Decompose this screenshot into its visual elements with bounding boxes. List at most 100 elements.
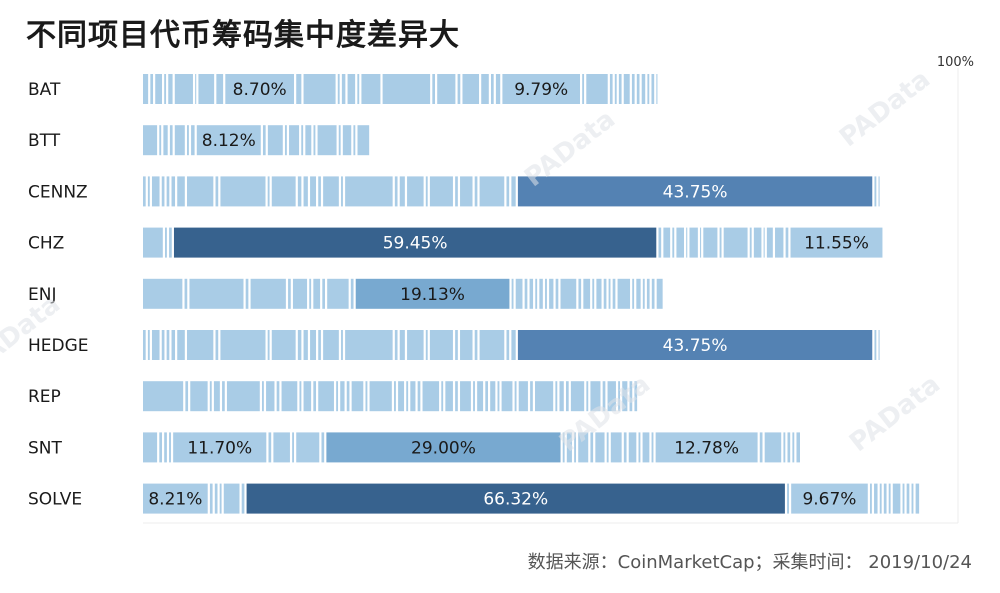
bar-segment: [341, 176, 343, 207]
data-label: 11.55%: [804, 234, 869, 254]
bar-segment: [346, 381, 350, 412]
data-label: 9.79%: [514, 80, 568, 100]
data-label: 59.45%: [383, 234, 448, 254]
bar-segment: [177, 176, 185, 207]
bar-segment: [219, 483, 222, 514]
bar-segment: [398, 381, 405, 412]
bar-segment: [555, 278, 559, 309]
watermark: PAData: [834, 64, 936, 153]
bar-segment: [656, 278, 663, 309]
data-label: 43.75%: [663, 182, 728, 202]
bar-segment-labeled: [655, 432, 758, 463]
bar-segment: [429, 330, 453, 360]
bar-segment: [216, 74, 224, 104]
bar-segment: [191, 125, 195, 156]
bar-segment: [787, 432, 791, 463]
bar-segment: [586, 74, 608, 104]
bar-segment: [267, 176, 270, 207]
bar-segment: [209, 483, 213, 514]
category-label: CHZ: [28, 234, 64, 254]
bar-segment: [606, 432, 609, 463]
bar-segment: [303, 381, 312, 412]
bar-row-enj: ENJ 19.13%: [28, 278, 663, 309]
bar-segment: [473, 381, 475, 412]
bar-segment: [341, 330, 343, 360]
bar-segment: [672, 227, 675, 258]
bar-segment: [878, 176, 880, 207]
bar-segment: [313, 125, 316, 156]
bar-segment: [241, 483, 245, 514]
bar-segment: [874, 176, 877, 207]
bar-segment: [147, 176, 150, 207]
bar-row-solve: SOLVE 8.21% 66.32% 9.67%: [28, 483, 920, 514]
bar-segment: [174, 125, 185, 156]
bar-segment: [602, 381, 606, 412]
bar-segment: [267, 125, 283, 156]
bar-segment: [267, 330, 270, 360]
bar-segment: [437, 74, 456, 104]
bar-segment: [595, 432, 605, 463]
bar-segment: [888, 483, 891, 514]
bar-segment: [342, 125, 352, 156]
source-note: 数据来源：CoinMarketCap；采集时间： 2019/10/24: [527, 552, 972, 573]
bar-row-cennz: CENNZ 43.75%: [28, 176, 880, 207]
bar-segment: [539, 278, 543, 309]
bar-segment: [214, 483, 218, 514]
bar-segment: [155, 74, 162, 104]
bar-segment: [184, 278, 188, 309]
bar-segment: [271, 330, 296, 360]
bar-row-rep: REP: [28, 381, 638, 412]
bar-segment: [276, 381, 280, 412]
bar-segment: [163, 125, 168, 156]
bar-segment: [284, 125, 287, 156]
bar-segment: [429, 176, 453, 207]
bar-segment: [560, 278, 577, 309]
bar-segment: [783, 432, 786, 463]
bar-segment: [460, 381, 471, 412]
bar-segment: [610, 432, 622, 463]
bar-segment: [565, 381, 569, 412]
bar-segment: [226, 381, 260, 412]
bar-segment: [169, 227, 172, 258]
bar-segment: [562, 432, 565, 463]
bar-segment: [506, 330, 510, 360]
bar-segment: [545, 278, 547, 309]
bar-segment: [592, 278, 595, 309]
bar-segment-labeled: [355, 278, 510, 309]
bar-segment-labeled: [517, 176, 873, 207]
bar-segment: [511, 330, 516, 360]
bar-segment: [309, 278, 312, 309]
bar-segment: [350, 278, 354, 309]
bar-segment: [169, 432, 171, 463]
data-label: 8.21%: [148, 490, 202, 510]
bar-segment: [268, 432, 272, 463]
bar-segment: [321, 432, 325, 463]
bar-segment-labeled: [143, 483, 208, 514]
bar-segment: [271, 176, 296, 207]
bar-segment: [338, 125, 341, 156]
bar-segment: [524, 278, 528, 309]
bar-segment: [337, 74, 340, 104]
bar-segment: [250, 278, 286, 309]
bar-segment: [303, 176, 308, 207]
bar-segment: [775, 227, 784, 258]
bar-segment: [143, 432, 158, 463]
bar-segment: [289, 125, 300, 156]
bar-segment: [365, 381, 368, 412]
bar-segment: [432, 74, 436, 104]
bar-segment: [198, 74, 215, 104]
bar-segment: [686, 227, 688, 258]
bar-segment: [261, 381, 264, 412]
bar-segment-labeled: [173, 432, 267, 463]
bar-segment: [590, 381, 601, 412]
bar-segment: [220, 176, 266, 207]
data-label: 11.70%: [187, 438, 252, 458]
bar-segment: [879, 483, 882, 514]
data-label: 29.00%: [411, 438, 476, 458]
bar-segment: [394, 330, 398, 360]
bar-segment: [177, 330, 185, 360]
bar-segment: [187, 330, 214, 360]
bar-segment: [215, 330, 219, 360]
bar-segment: [317, 125, 337, 156]
bar-segment: [603, 278, 607, 309]
